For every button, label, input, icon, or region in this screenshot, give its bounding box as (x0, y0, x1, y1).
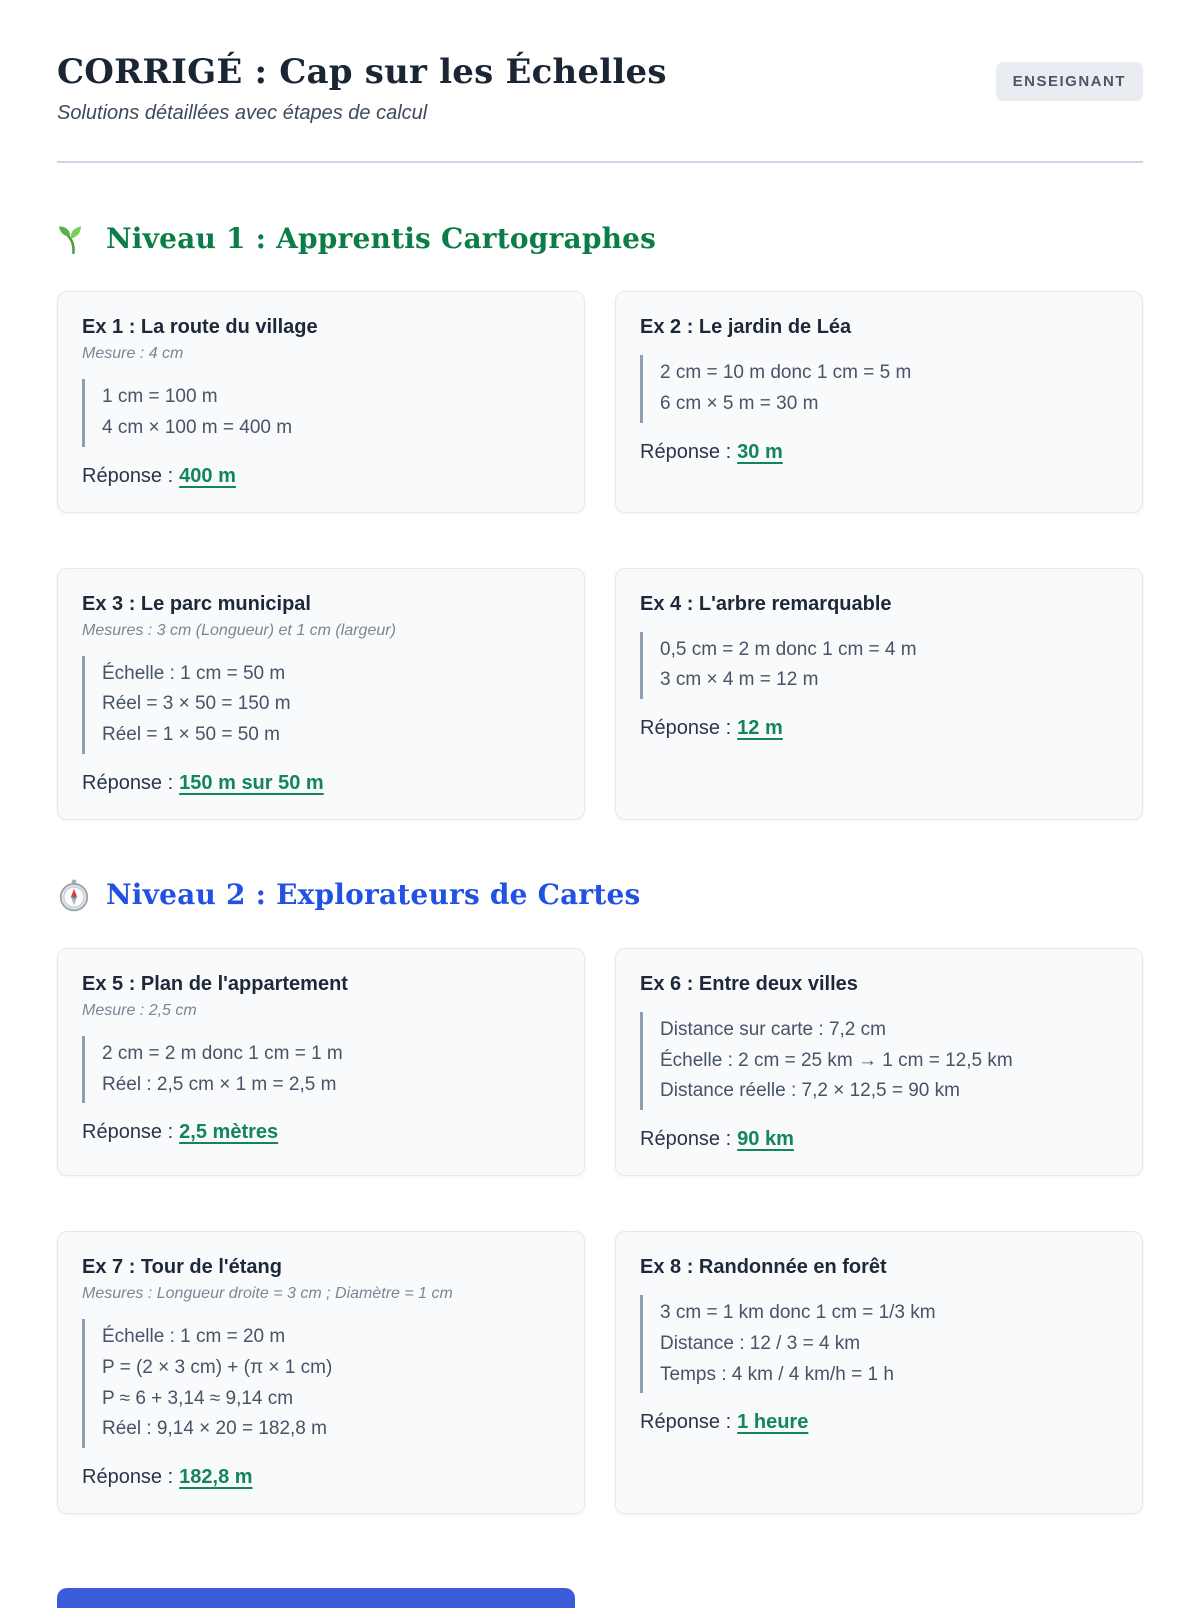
calculation-steps: 2 cm = 10 m donc 1 cm = 5 m 6 cm × 5 m =… (640, 355, 1118, 423)
step-line: Échelle : 2 cm = 25 km → 1 cm = 12,5 km (660, 1049, 1013, 1071)
worksheet-page: CORRIGÉ : Cap sur les Échelles Solutions… (57, 52, 1143, 1515)
answer-value: 12 m (737, 717, 783, 740)
exercise-measure: Mesure : 2,5 cm (82, 1001, 197, 1019)
step-line: 2 cm = 10 m donc 1 cm = 5 m (660, 362, 912, 383)
answer-label: Réponse : (82, 1121, 174, 1144)
page-title: CORRIGÉ : Cap sur les Échelles (57, 52, 667, 92)
page-subtitle: Solutions détaillées avec étapes de calc… (57, 102, 428, 124)
answer-line: Réponse :150 m sur 50 m (82, 772, 560, 795)
exercise-title: Ex 3 : Le parc municipal (82, 592, 311, 615)
answer-label: Réponse : (82, 771, 174, 794)
teacher-badge: ENSEIGNANT (995, 62, 1143, 101)
exercise-card-8: Ex 8 : Randonnée en forêt 3 cm = 1 km do… (615, 1231, 1143, 1515)
step-line: P = (2 × 3 cm) + (π × 1 cm) (102, 1356, 333, 1378)
step-line: Distance réelle : 7,2 × 12,5 = 90 km (660, 1080, 960, 1102)
step-line: Distance sur carte : 7,2 cm (660, 1018, 886, 1040)
step-line: 0,5 cm = 2 m donc 1 cm = 4 m (660, 638, 917, 660)
exercise-measure: Mesures : 3 cm (Longueur) et 1 cm (large… (82, 621, 396, 639)
exercise-title: Ex 7 : Tour de l'étang (82, 1256, 282, 1279)
exercise-card-7: Ex 7 : Tour de l'étang Mesures : Longueu… (57, 1231, 585, 1515)
exercise-card-3: Ex 3 : Le parc municipal Mesures : 3 cm … (57, 567, 585, 820)
exercise-title: Ex 2 : Le jardin de Léa (640, 316, 852, 338)
exercise-title: Ex 6 : Entre deux villes (640, 972, 858, 995)
step-line: 3 cm × 4 m = 12 m (660, 669, 819, 691)
header-divider (57, 161, 1143, 163)
step-line: 3 cm = 1 km donc 1 cm = 1/3 km (660, 1302, 936, 1324)
section-level-2-heading: Niveau 2 : Explorateurs de Cartes (57, 878, 1143, 912)
step-line: 1 cm = 100 m (102, 386, 218, 407)
exercise-card-6: Ex 6 : Entre deux villes Distance sur ca… (615, 947, 1143, 1177)
step-line: Réel : 2,5 cm × 1 m = 2,5 m (102, 1073, 337, 1095)
exercise-card-2: Ex 2 : Le jardin de Léa 2 cm = 10 m donc… (615, 291, 1143, 513)
answer-label: Réponse : (82, 464, 174, 487)
answer-line: Réponse :1 heure (640, 1411, 1118, 1434)
page-header: CORRIGÉ : Cap sur les Échelles Solutions… (57, 52, 1143, 163)
answer-value: 150 m sur 50 m (179, 771, 324, 794)
step-line: Échelle : 1 cm = 20 m (102, 1326, 286, 1348)
section-level-1: Niveau 1 : Apprentis Cartographes Ex 1 :… (57, 221, 1143, 820)
step-line: 6 cm × 5 m = 30 m (660, 392, 819, 414)
compass-icon (57, 878, 91, 912)
exercise-title: Ex 1 : La route du village (82, 316, 318, 338)
answer-label: Réponse : (640, 440, 732, 463)
exercise-card-5: Ex 5 : Plan de l'appartement Mesure : 2,… (57, 947, 585, 1177)
answer-label: Réponse : (82, 1466, 174, 1489)
section-level-2: Niveau 2 : Explorateurs de Cartes Ex 5 :… (57, 878, 1143, 1515)
step-line: Temps : 4 km / 4 km/h = 1 h (660, 1363, 894, 1385)
answer-value: 90 km (737, 1128, 794, 1151)
step-line: 2 cm = 2 m donc 1 cm = 1 m (102, 1042, 343, 1064)
answer-line: Réponse :12 m (640, 717, 1118, 740)
answer-value: 400 m (179, 464, 236, 487)
calculation-steps: Distance sur carte : 7,2 cm Échelle : 2 … (640, 1011, 1118, 1111)
exercise-measure: Mesures : Longueur droite = 3 cm ; Diamè… (82, 1285, 453, 1303)
answer-value: 1 heure (737, 1411, 809, 1434)
answer-value: 182,8 m (179, 1466, 253, 1489)
exercise-title: Ex 8 : Randonnée en forêt (640, 1256, 887, 1279)
exercise-measure: Mesure : 4 cm (82, 345, 184, 362)
answer-value: 30 m (737, 440, 783, 463)
section-title: Niveau 2 : Explorateurs de Cartes (106, 878, 641, 912)
step-line: Réel : 9,14 × 20 = 182,8 m (102, 1418, 327, 1440)
calculation-steps: 2 cm = 2 m donc 1 cm = 1 m Réel : 2,5 cm… (82, 1035, 560, 1104)
answer-line: Réponse :2,5 mètres (82, 1121, 560, 1144)
answer-line: Réponse :182,8 m (82, 1466, 560, 1489)
calculation-steps: 0,5 cm = 2 m donc 1 cm = 4 m 3 cm × 4 m … (640, 631, 1118, 700)
exercise-card-4: Ex 4 : L'arbre remarquable 0,5 cm = 2 m … (615, 567, 1143, 820)
step-line: 4 cm × 100 m = 400 m (102, 416, 293, 438)
step-line: Distance : 12 / 3 = 4 km (660, 1332, 861, 1354)
answer-label: Réponse : (640, 1411, 732, 1434)
calculation-steps: Échelle : 1 cm = 50 m Réel = 3 × 50 = 15… (82, 655, 560, 754)
answer-line: Réponse :90 km (640, 1128, 1118, 1151)
step-line: Réel = 1 × 50 = 50 m (102, 724, 280, 746)
step-line: Échelle : 1 cm = 50 m (102, 662, 286, 684)
calculation-steps: 1 cm = 100 m 4 cm × 100 m = 400 m (82, 379, 560, 447)
section-level-1-heading: Niveau 1 : Apprentis Cartographes (57, 221, 1143, 255)
answer-line: Réponse :30 m (640, 441, 1118, 464)
exercise-title: Ex 5 : Plan de l'appartement (82, 972, 348, 995)
step-line: P ≈ 6 + 3,14 ≈ 9,14 cm (102, 1387, 294, 1409)
seedling-icon (57, 221, 91, 255)
calculation-steps: Échelle : 1 cm = 20 m P = (2 × 3 cm) + (… (82, 1319, 560, 1449)
answer-value: 2,5 mètres (179, 1121, 279, 1144)
answer-label: Réponse : (640, 717, 732, 740)
section-level-2-cards: Ex 5 : Plan de l'appartement Mesure : 2,… (57, 947, 1143, 1515)
calculation-steps: 3 cm = 1 km donc 1 cm = 1/3 km Distance … (640, 1295, 1118, 1394)
exercise-card-1: Ex 1 : La route du village Mesure : 4 cm… (57, 291, 585, 513)
step-line: Réel = 3 × 50 = 150 m (102, 693, 291, 715)
section-title: Niveau 1 : Apprentis Cartographes (106, 221, 657, 255)
section-level-1-cards: Ex 1 : La route du village Mesure : 4 cm… (57, 291, 1143, 820)
exercise-title: Ex 4 : L'arbre remarquable (640, 592, 892, 615)
next-section-banner-partial (57, 1588, 575, 1608)
answer-line: Réponse :400 m (82, 465, 560, 488)
answer-label: Réponse : (640, 1128, 732, 1151)
